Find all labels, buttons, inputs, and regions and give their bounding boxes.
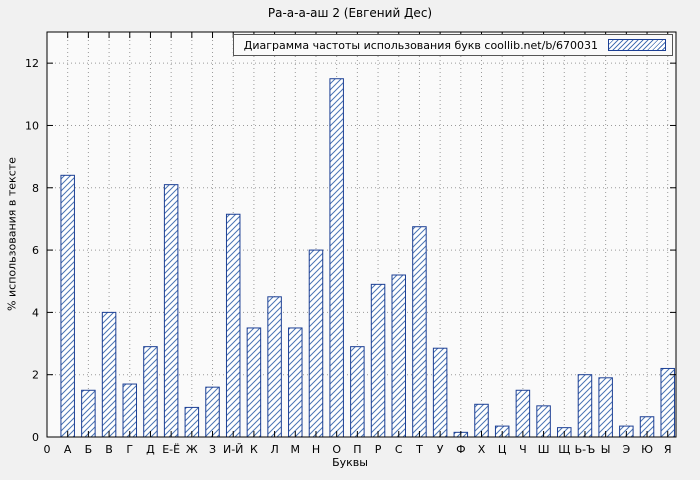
x-tick-label: П xyxy=(353,443,361,456)
bar-Р xyxy=(370,283,386,438)
x-tick-label: Р xyxy=(375,443,382,456)
x-tick-label: А xyxy=(64,443,72,456)
y-tick-label: 4 xyxy=(32,306,39,319)
x-tick-label: Ф xyxy=(456,443,465,456)
x-tick-label: Ы xyxy=(601,443,611,456)
bar-М xyxy=(288,327,303,438)
y-tick-label: 6 xyxy=(32,244,39,257)
x-tick-label: Э xyxy=(622,443,630,456)
plot-border xyxy=(46,31,677,438)
bar-Г xyxy=(122,383,138,438)
bar-З xyxy=(205,386,220,438)
bars xyxy=(60,78,675,438)
legend: Диаграмма частоты использования букв coo… xyxy=(232,34,673,56)
y-tick-label: 8 xyxy=(32,182,39,195)
x-tick-label: Ч xyxy=(519,443,527,456)
bar-В xyxy=(101,311,117,438)
x-tick-label: С xyxy=(395,443,403,456)
chart-title: Ра-а-а-аш 2 (Евгений Дес) xyxy=(267,6,433,20)
x-tick-label: Г xyxy=(126,443,133,456)
x-tick-label: Д xyxy=(146,443,155,456)
bar-П xyxy=(350,346,365,438)
bar-Ь-Ъ xyxy=(577,374,593,438)
y-axis-title: % использования в тексте xyxy=(5,157,19,311)
bar-Н xyxy=(308,249,324,438)
x-tick-label: Ю xyxy=(641,443,653,456)
x-tick-label: З xyxy=(209,443,216,456)
x-axis-title: Буквы xyxy=(332,456,368,469)
x-tick-label: Т xyxy=(415,443,423,456)
bar-Б xyxy=(81,389,96,438)
x-tick-label: Ш xyxy=(538,443,550,456)
x-tick-label: В xyxy=(105,443,113,456)
y-tick-label: 12 xyxy=(25,57,39,70)
x-tick-label-origin: 0 xyxy=(44,443,51,456)
x-tick-label: И-Й xyxy=(223,443,243,456)
bar-А xyxy=(60,174,75,438)
legend-label: Диаграмма частоты использования букв coo… xyxy=(243,38,598,52)
x-tick-label: Ж xyxy=(186,443,198,456)
x-tick-label: Б xyxy=(85,443,93,456)
x-tick-label: М xyxy=(291,443,301,456)
x-tick-label: О xyxy=(332,443,341,456)
x-tick-label: Е-Ё xyxy=(162,443,180,456)
bar-У xyxy=(432,347,448,438)
y-tick-label: 2 xyxy=(32,369,39,382)
bar-О xyxy=(329,78,344,438)
bar-Я xyxy=(660,367,675,438)
x-tick-label: У xyxy=(437,443,444,456)
bar-С xyxy=(391,274,406,438)
bar-Д xyxy=(143,346,158,438)
y-tick-label: 0 xyxy=(32,431,39,444)
bar-Е-Ё xyxy=(163,184,179,438)
x-tick-label: Ь-Ъ xyxy=(575,443,596,456)
y-tick-label: 10 xyxy=(25,119,39,132)
x-tick-label: Ц xyxy=(498,443,507,456)
bar-Т xyxy=(412,226,427,438)
x-tick-label: Х xyxy=(478,443,486,456)
bar-Л xyxy=(267,296,282,438)
x-tick-label: Л xyxy=(270,443,278,456)
x-tick-label: К xyxy=(250,443,258,456)
bar-Ы xyxy=(598,377,613,438)
bar-Ч xyxy=(515,389,531,438)
x-tick-label: Щ xyxy=(558,443,570,456)
x-tick-label: Я xyxy=(664,443,672,456)
x-tick-label: Н xyxy=(312,443,320,456)
bar-И-Й xyxy=(225,213,241,438)
bar-К xyxy=(246,327,262,438)
legend-swatch-icon xyxy=(608,39,666,51)
